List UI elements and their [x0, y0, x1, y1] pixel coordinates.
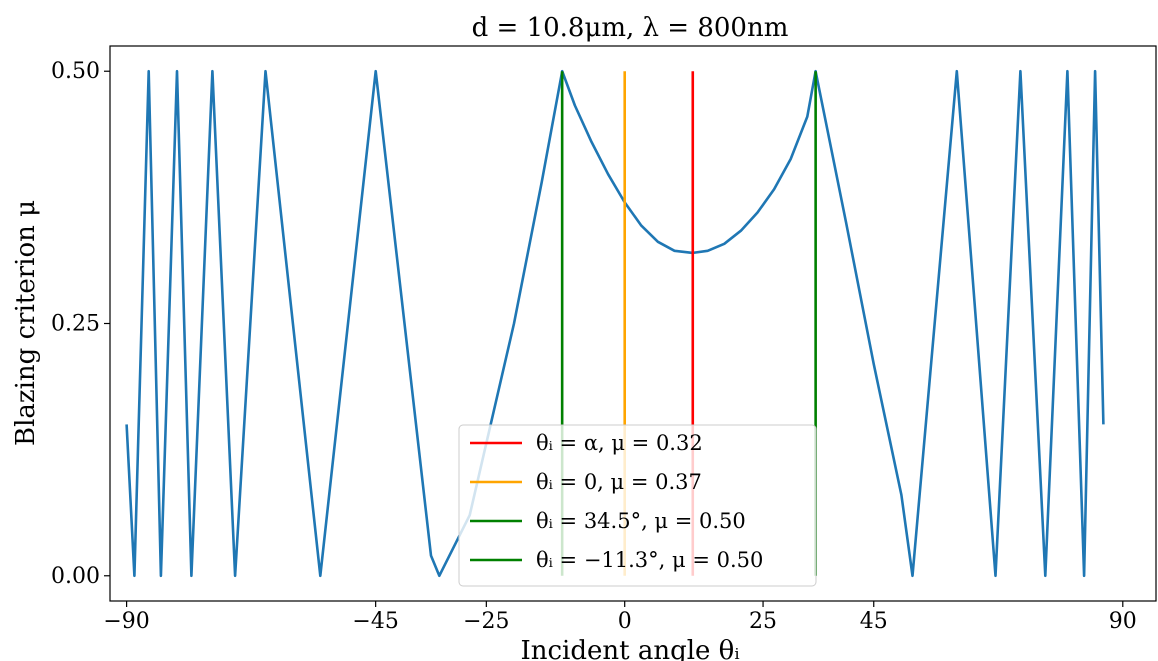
- x-tick-label: −25: [463, 609, 509, 634]
- x-tick-label: 0: [618, 609, 632, 634]
- legend-label: θᵢ = 0, μ = 0.37: [536, 470, 702, 494]
- series-line: [125, 69, 1105, 578]
- y-tick-label: 0.50: [51, 59, 100, 84]
- chart-title: d = 10.8μm, λ = 800nm: [472, 13, 789, 43]
- x-tick-label: 90: [1109, 609, 1137, 634]
- y-tick-label: 0.00: [51, 564, 100, 589]
- x-tick-label: 45: [860, 609, 888, 634]
- x-tick-label: −45: [352, 609, 398, 634]
- x-axis-label: Incident angle θᵢ: [520, 636, 739, 661]
- legend-label: θᵢ = −11.3°, μ = 0.50: [536, 548, 763, 572]
- y-axis: 0.00 0.25 0.50: [51, 59, 110, 589]
- y-axis-label: Blazing criterion μ: [11, 200, 41, 446]
- series-layer: [125, 69, 1105, 578]
- legend-box: [458, 424, 817, 587]
- x-tick-label: 25: [749, 609, 777, 634]
- legend-label: θᵢ = 34.5°, μ = 0.50: [536, 509, 746, 533]
- legend: θᵢ = α, μ = 0.32 θᵢ = 0, μ = 0.37 θᵢ = 34.…: [458, 424, 817, 587]
- x-tick-label: −90: [103, 609, 149, 634]
- legend-label: θᵢ = α, μ = 0.32: [536, 431, 703, 455]
- y-tick-label: 0.25: [51, 312, 100, 337]
- x-axis: −90 −45 −25 0 25 45 90: [103, 601, 1137, 634]
